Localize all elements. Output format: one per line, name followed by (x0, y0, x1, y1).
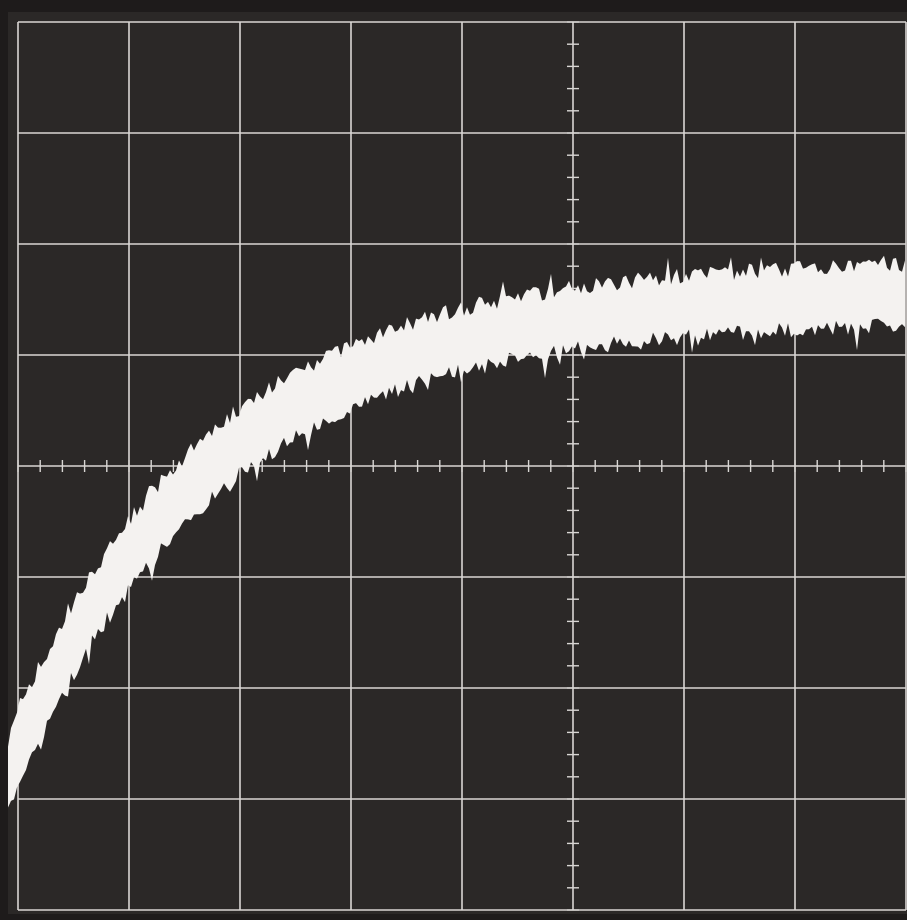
oscilloscope-screen (0, 0, 907, 920)
page: (() => { const ns = 'http://www.w3.org/2… (0, 0, 907, 920)
